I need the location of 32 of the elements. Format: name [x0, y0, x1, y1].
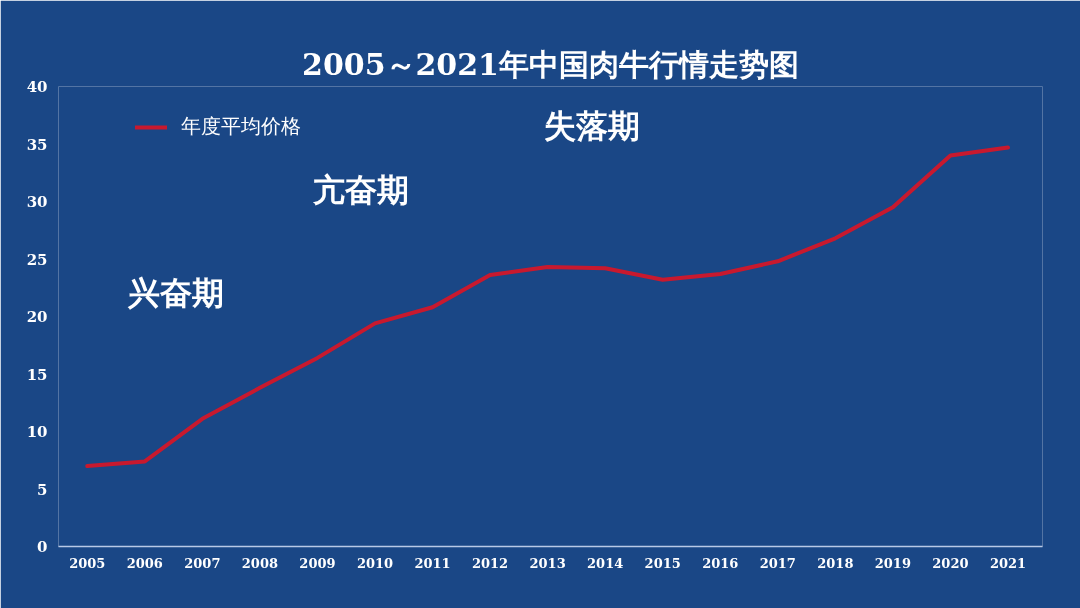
y-tick-label: 5 [37, 480, 48, 499]
x-tick-label: 2014 [587, 555, 624, 571]
annotation: 兴奋期 [126, 273, 224, 312]
legend-label: 年度平均价格 [181, 113, 301, 140]
y-tick-label: 20 [26, 308, 48, 326]
annotation: 亢奋期 [312, 171, 410, 210]
x-tick-label: 2006 [126, 555, 163, 571]
y-tick-label: 35 [26, 135, 48, 154]
x-tick-label: 2016 [702, 555, 739, 571]
y-tick-label: 25 [26, 250, 48, 269]
annotation: 失落期 [543, 106, 640, 145]
x-tick-label: 2018 [817, 555, 854, 571]
x-tick-label: 2021 [989, 555, 1027, 571]
y-tick-label: 30 [26, 193, 48, 211]
x-tick-label: 2017 [759, 555, 796, 571]
x-tick-label: 2020 [932, 555, 969, 571]
x-tick-label: 2012 [471, 555, 509, 571]
x-tick-label: 2011 [414, 555, 451, 571]
x-tick-label: 2005 [69, 555, 106, 571]
chart-title: 2005～2021年中国肉牛行情走势图 [302, 46, 799, 82]
y-tick-label: 15 [26, 365, 48, 384]
x-tick-label: 2019 [874, 555, 911, 571]
x-tick-label: 2013 [529, 555, 566, 571]
y-tick-label: 0 [37, 538, 48, 556]
x-tick-label: 2009 [299, 555, 336, 571]
x-tick-label: 2010 [356, 555, 394, 571]
y-tick-label: 40 [26, 78, 48, 96]
x-tick-label: 2007 [184, 555, 221, 571]
x-tick-label: 2015 [644, 555, 681, 571]
x-tick-label: 2008 [241, 555, 278, 571]
y-tick-label: 10 [26, 423, 48, 441]
line-series [85, 145, 1010, 468]
